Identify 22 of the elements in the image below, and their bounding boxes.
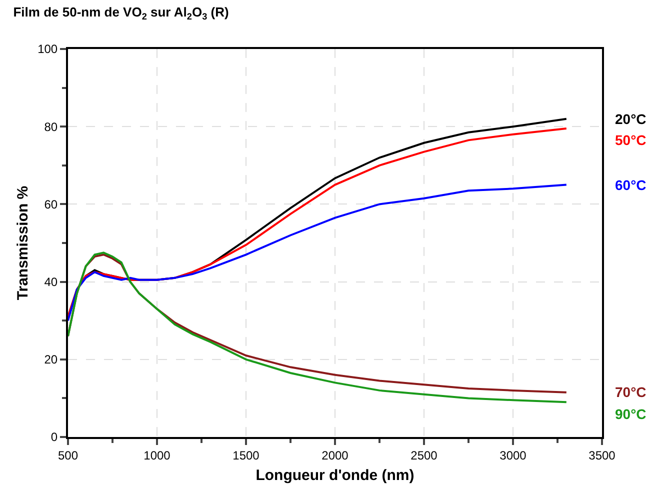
y-tick-label: 0 bbox=[50, 430, 58, 444]
y-tick-label: 100 bbox=[38, 42, 58, 56]
y-tick-label: 40 bbox=[44, 275, 58, 289]
text: 70°C bbox=[615, 384, 646, 400]
x-axis-title: Longueur d'onde (nm) bbox=[256, 466, 414, 484]
y-tick-label: 60 bbox=[44, 197, 58, 212]
x-tick-label: 500 bbox=[58, 448, 78, 462]
y-tick-label: 20 bbox=[44, 352, 58, 367]
x-tick-label: 2500 bbox=[410, 448, 438, 462]
y-tick-label: 80 bbox=[44, 120, 58, 134]
x-tick-label: 3000 bbox=[500, 448, 527, 462]
text: 50°C bbox=[615, 132, 646, 148]
x-tick-label: 1000 bbox=[144, 448, 171, 462]
text: 90°C bbox=[615, 406, 646, 422]
chart-title: Film de 50-nm de VO$_{2}$ sur Al$_{2}$O$_{3}$ (R) bbox=[13, 4, 229, 22]
text: 60°C bbox=[615, 177, 646, 193]
x-tick-label: 2000 bbox=[322, 448, 349, 462]
y-axis-title: Transmission % bbox=[14, 186, 32, 300]
x-tick-label: 3500 bbox=[588, 448, 616, 462]
x-tick-label: 1500 bbox=[232, 448, 260, 462]
line-series bbox=[68, 184, 568, 322]
text: 20°C bbox=[615, 111, 646, 127]
